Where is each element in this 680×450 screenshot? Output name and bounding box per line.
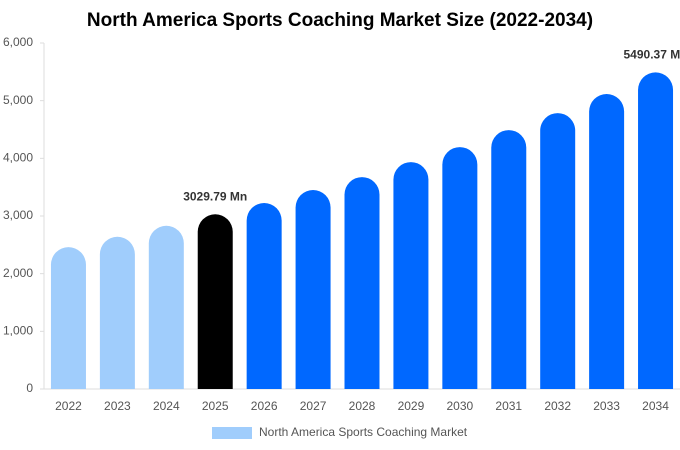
bar [148, 225, 184, 389]
x-tick-label: 2029 [398, 399, 425, 413]
bar [540, 113, 576, 389]
legend-label: North America Sports Coaching Market [259, 425, 468, 439]
bar [638, 72, 674, 389]
bar [491, 130, 527, 389]
x-tick-label: 2028 [349, 399, 376, 413]
x-tick-label: 2030 [446, 399, 473, 413]
y-tick-label: 2,000 [3, 266, 33, 280]
x-tick-label: 2023 [104, 399, 131, 413]
y-tick-label: 4,000 [3, 151, 33, 165]
y-tick-label: 0 [26, 381, 33, 395]
bar [197, 214, 233, 389]
bar [344, 177, 380, 389]
y-tick-label: 3,000 [3, 208, 33, 222]
x-tick-label: 2031 [495, 399, 522, 413]
bar [50, 247, 86, 389]
chart-title: North America Sports Coaching Market Siz… [87, 10, 593, 31]
y-tick-label: 6,000 [3, 35, 33, 49]
y-tick-label: 5,000 [3, 93, 33, 107]
x-tick-label: 2027 [300, 399, 327, 413]
y-tick-label: 1,000 [3, 324, 33, 338]
bar [393, 162, 429, 389]
bar [442, 147, 478, 389]
value-label: 5490.37 Mn [624, 48, 680, 62]
bar [99, 236, 135, 389]
x-tick-label: 2025 [202, 399, 229, 413]
bar [589, 94, 625, 389]
bar [295, 190, 331, 389]
x-tick-label: 2034 [642, 399, 669, 413]
legend-swatch [212, 427, 252, 439]
value-label: 3029.79 Mn [183, 189, 247, 203]
x-tick-label: 2032 [544, 399, 571, 413]
x-tick-label: 2024 [153, 399, 180, 413]
bar [246, 203, 282, 389]
x-tick-label: 2026 [251, 399, 278, 413]
x-tick-label: 2022 [55, 399, 82, 413]
x-tick-label: 2033 [593, 399, 620, 413]
